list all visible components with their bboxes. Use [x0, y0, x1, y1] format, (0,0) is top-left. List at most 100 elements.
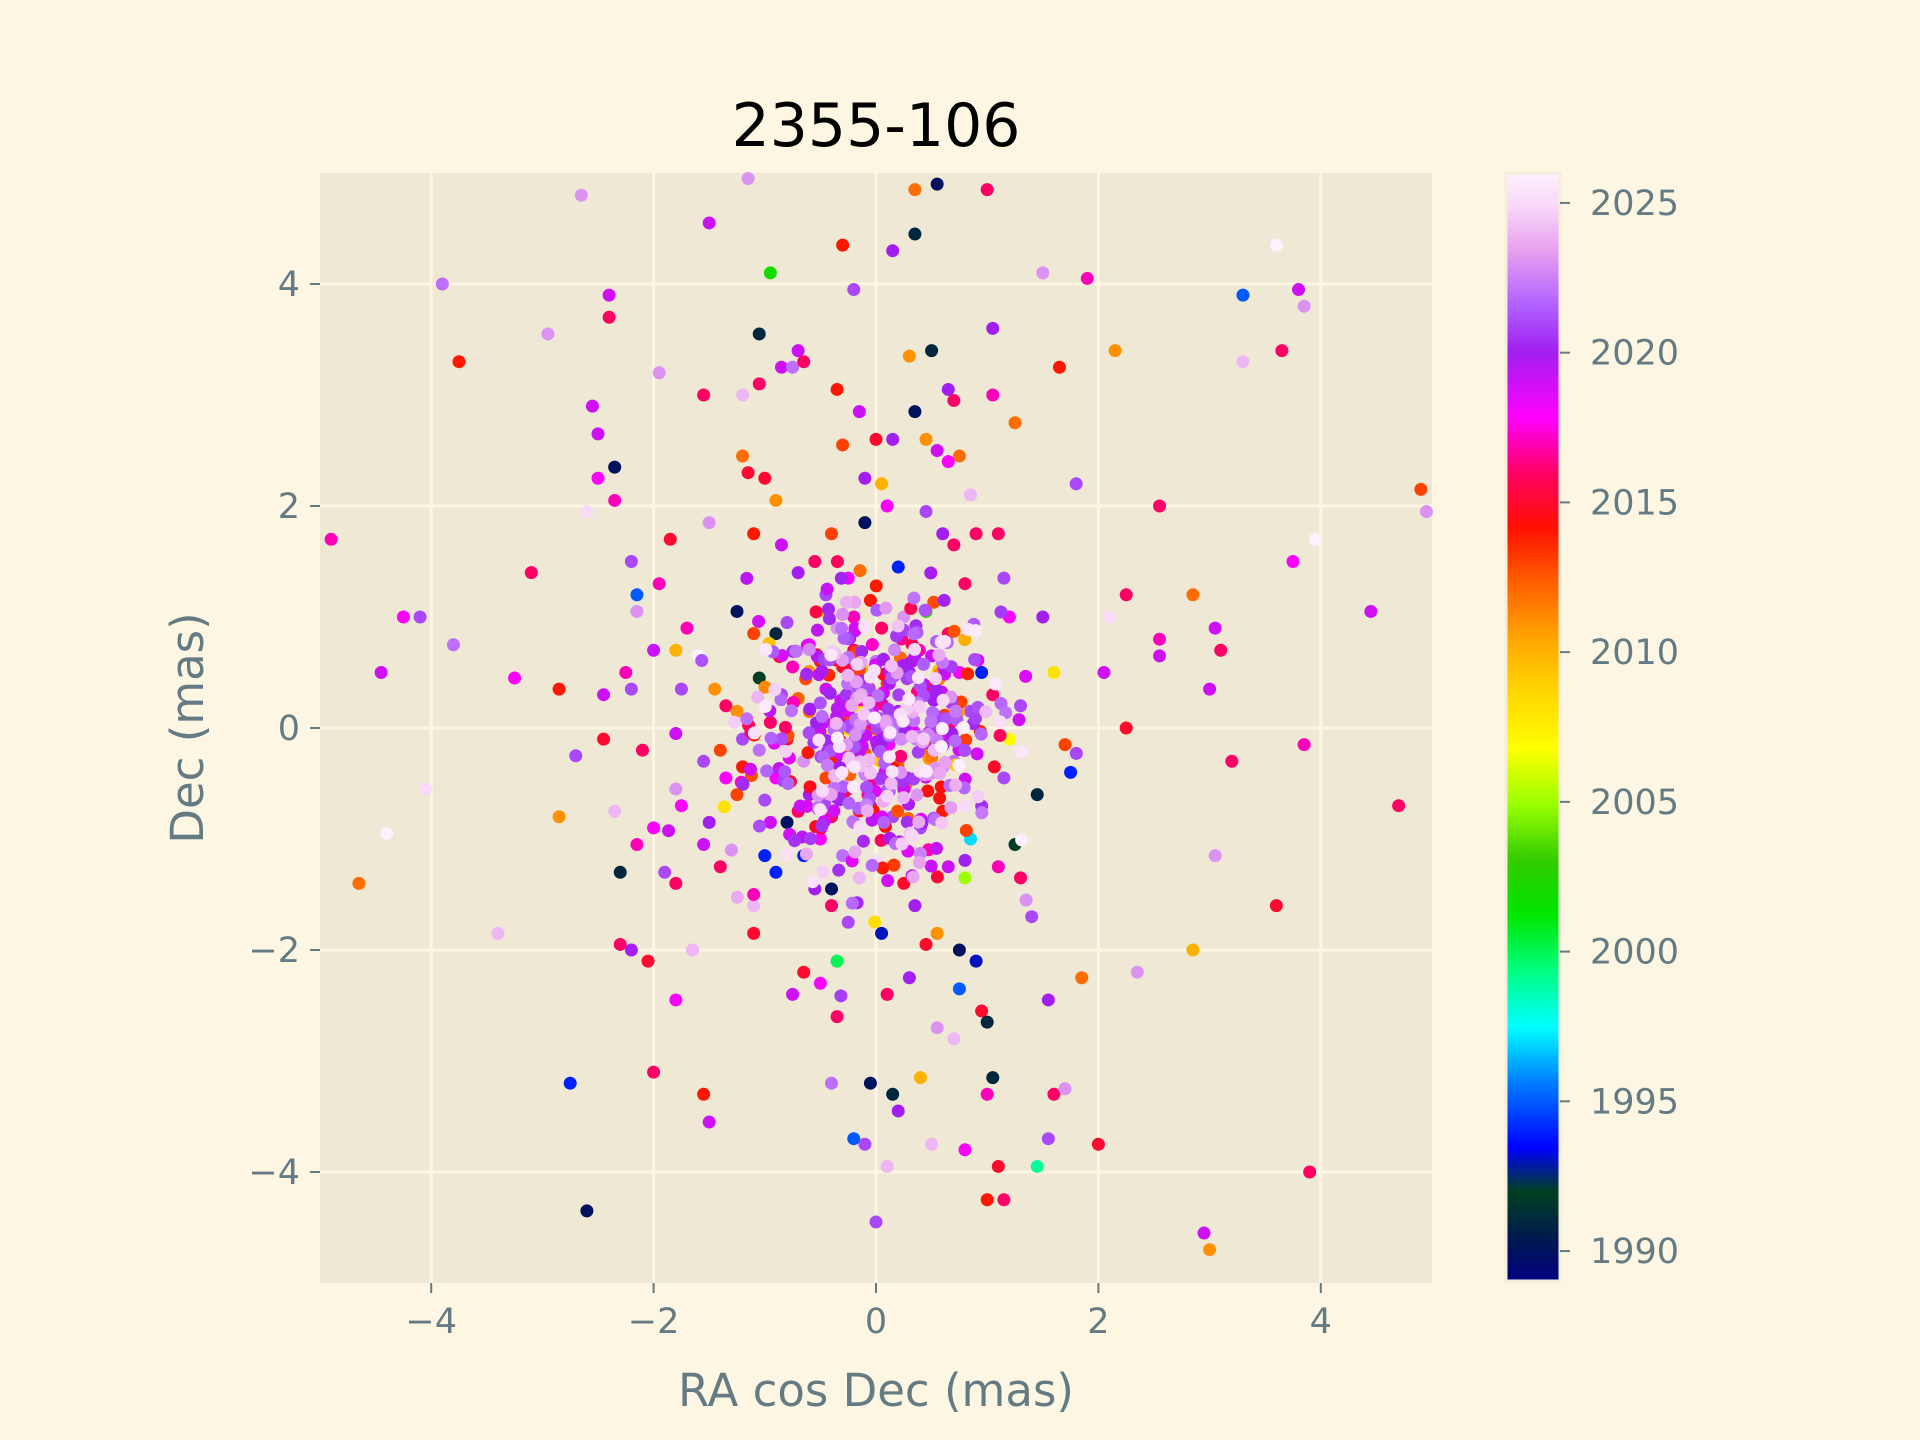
scatter-point [1108, 344, 1122, 358]
scatter-point [875, 621, 889, 635]
scatter-point [930, 444, 944, 457]
scatter-point [986, 1071, 1000, 1085]
scatter-point [891, 619, 905, 633]
scatter-point [882, 750, 896, 764]
scatter-point [569, 749, 583, 763]
colorbar-tick-label: 2010 [1590, 633, 1679, 673]
scatter-point [786, 987, 800, 1001]
scatter-point [947, 1032, 961, 1046]
scatter-point [1214, 643, 1228, 657]
scatter-point [788, 834, 802, 848]
scatter-point [585, 399, 599, 413]
scatter-point [869, 1215, 883, 1229]
colorbar-tick-label: 2000 [1590, 933, 1679, 973]
scatter-point [816, 865, 830, 879]
scatter-point [836, 438, 850, 452]
scatter-point [764, 731, 778, 745]
scatter-point [875, 477, 889, 491]
scatter-point [1297, 299, 1311, 313]
scatter-point [769, 627, 783, 641]
scatter-point [813, 976, 827, 990]
scatter-point [857, 707, 871, 721]
scatter-point [730, 704, 744, 718]
scatter-point [597, 732, 611, 746]
scatter-point [695, 654, 709, 668]
x-axis-label: RA cos Dec (mas) [678, 1364, 1074, 1417]
scatter-point [839, 595, 853, 609]
scatter-point [652, 577, 666, 591]
scatter-point [1119, 721, 1133, 735]
scatter-point [1080, 271, 1094, 285]
colorbar-tick-label: 2020 [1590, 334, 1679, 374]
scatter-point [925, 344, 939, 358]
scatter-point [822, 612, 836, 626]
scatter-point [752, 377, 766, 391]
scatter-point [736, 388, 750, 402]
scatter-point [837, 631, 851, 645]
scatter-point [830, 701, 844, 715]
scatter-point [797, 355, 811, 369]
scatter-point [747, 899, 761, 913]
scatter-point [747, 726, 761, 740]
x-tick-label: −4 [405, 1302, 457, 1342]
scatter-point [959, 823, 973, 837]
scatter-point [613, 937, 627, 951]
scatter-point [910, 788, 924, 802]
scatter-point [880, 1159, 894, 1173]
scatter-point [669, 876, 683, 890]
scatter-point [892, 688, 906, 702]
scatter-point [759, 643, 773, 657]
scatter-point [980, 1015, 994, 1029]
scatter-point [658, 865, 672, 879]
scatter-point [924, 859, 938, 873]
scatter-point [836, 238, 850, 252]
scatter-point [869, 432, 883, 446]
scatter-point [905, 730, 919, 744]
scatter-point [781, 776, 795, 790]
scatter-point [763, 815, 777, 829]
colorbar-tick-label: 2015 [1590, 483, 1679, 523]
colorbar-tick-label: 1995 [1590, 1082, 1679, 1122]
scatter-point [1269, 899, 1283, 913]
scatter-point [958, 577, 972, 591]
scatter-point [997, 571, 1011, 585]
scatter-point [835, 621, 849, 635]
scatter-point [863, 593, 877, 607]
scatter-point [823, 686, 837, 700]
scatter-point [1019, 669, 1033, 683]
scatter-point [758, 699, 772, 713]
scatter-point [858, 471, 872, 485]
scatter-point [905, 828, 919, 842]
scatter-point [697, 388, 711, 402]
scatter-point [1308, 532, 1322, 546]
y-axis-label: Dec (mas) [161, 612, 214, 843]
scatter-point [810, 623, 824, 637]
scatter-point [797, 965, 811, 979]
scatter-point [835, 766, 849, 780]
scatter-point [602, 310, 616, 324]
scatter-point [1058, 738, 1072, 752]
scatter-point [863, 670, 877, 684]
scatter-point [779, 744, 793, 758]
scatter-point [801, 746, 815, 760]
scatter-point [994, 605, 1008, 619]
scatter-point [769, 493, 783, 507]
scatter-point [781, 847, 795, 861]
scatter-point [969, 711, 983, 725]
scatter-point [958, 633, 972, 647]
scatter-point [894, 732, 908, 746]
y-tick-label: −2 [248, 931, 300, 971]
scatter-point [806, 875, 820, 889]
scatter-point [855, 645, 869, 659]
scatter-point [935, 722, 949, 736]
scatter-point [830, 382, 844, 396]
scatter-point [858, 1137, 872, 1151]
scatter-point [674, 682, 688, 696]
scatter-point [324, 532, 338, 546]
scatter-point [968, 652, 982, 666]
scatter-point [835, 607, 849, 621]
scatter-point [902, 971, 916, 985]
scatter-point [1008, 416, 1022, 430]
scatter-point [758, 680, 772, 694]
scatter-point [858, 516, 872, 530]
